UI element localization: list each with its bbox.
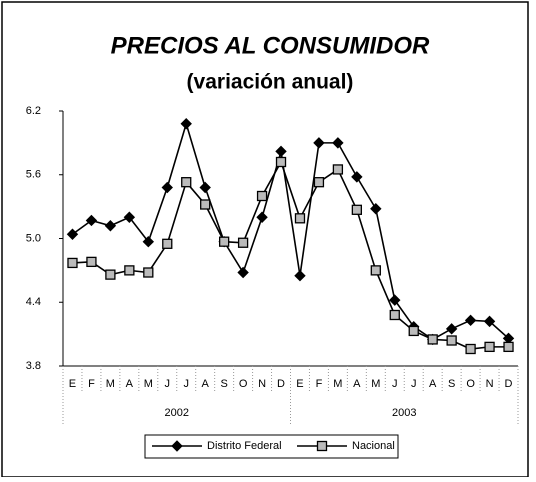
marker <box>180 118 192 130</box>
marker <box>123 211 136 223</box>
legend-label: Distrito Federal <box>207 440 282 452</box>
marker <box>124 265 135 276</box>
marker <box>483 315 496 328</box>
marker <box>275 145 287 158</box>
x-tick-label: M <box>106 378 115 390</box>
marker <box>199 181 211 194</box>
x-tick-label: F <box>88 378 95 390</box>
x-tick-label: N <box>486 378 494 390</box>
marker <box>313 177 325 188</box>
marker <box>85 214 98 227</box>
x-tick-label: J <box>165 378 171 390</box>
x-tick-label: M <box>371 378 380 390</box>
x-tick-label: A <box>353 378 361 390</box>
y-tick-label: 5.6 <box>26 169 41 181</box>
x-tick-label: O <box>239 378 248 390</box>
marker <box>294 269 306 282</box>
marker <box>446 335 457 346</box>
x-tick-label: N <box>258 378 266 390</box>
chart-title: PRECIOS AL CONSUMIDOR <box>111 32 430 59</box>
x-tick-label: O <box>466 378 475 390</box>
x-tick-label: E <box>69 378 76 390</box>
marker <box>143 267 154 278</box>
marker <box>218 236 230 247</box>
marker <box>142 235 155 248</box>
marker <box>370 265 381 276</box>
x-tick-label: A <box>202 378 210 390</box>
marker <box>104 220 117 232</box>
marker <box>200 199 211 210</box>
marker <box>332 164 344 175</box>
marker <box>162 238 173 249</box>
group-label: 2002 <box>165 407 189 419</box>
marker <box>351 204 363 215</box>
legend-box <box>144 434 399 459</box>
marker <box>316 440 328 452</box>
marker <box>66 228 79 240</box>
marker <box>408 325 419 337</box>
x-tick-label: A <box>429 378 437 390</box>
marker <box>105 269 116 280</box>
marker <box>161 181 173 194</box>
group-label: 2003 <box>392 407 416 419</box>
x-tick-label: S <box>448 378 455 390</box>
chart-subtitle: (variación anual) <box>187 71 354 94</box>
x-tick-label: F <box>316 378 323 390</box>
marker <box>67 257 78 269</box>
series-line <box>72 160 509 350</box>
x-tick-label: A <box>126 378 134 390</box>
legend-label: Nacional <box>352 440 395 452</box>
marker <box>465 343 476 355</box>
marker <box>484 341 495 353</box>
x-tick-label: J <box>183 378 189 390</box>
x-tick-label: S <box>220 378 227 390</box>
x-tick-label: D <box>277 378 285 390</box>
marker <box>445 323 458 335</box>
x-tick-label: J <box>392 378 398 390</box>
marker <box>256 211 268 223</box>
y-tick-label: 3.8 <box>26 360 41 372</box>
marker <box>237 237 249 248</box>
x-tick-label: E <box>296 378 303 390</box>
marker <box>464 314 477 327</box>
marker <box>294 213 306 224</box>
marker <box>275 156 287 168</box>
x-tick-label: M <box>144 378 153 390</box>
x-tick-label: J <box>411 378 417 390</box>
marker <box>332 137 344 149</box>
marker <box>389 309 400 321</box>
y-tick-label: 6.2 <box>26 105 41 117</box>
marker <box>389 294 401 306</box>
marker <box>313 137 325 149</box>
x-tick-label: D <box>505 378 513 390</box>
x-tick-label: M <box>333 378 342 390</box>
series-line <box>72 120 510 341</box>
y-tick-label: 5.0 <box>26 232 41 244</box>
marker <box>351 171 363 183</box>
marker <box>171 440 183 452</box>
marker <box>256 190 268 202</box>
marker <box>86 256 97 268</box>
marker <box>503 341 514 353</box>
marker <box>181 177 192 188</box>
marker <box>427 334 438 345</box>
marker <box>370 203 382 215</box>
marker <box>237 266 249 279</box>
y-tick-label: 4.4 <box>26 296 41 308</box>
